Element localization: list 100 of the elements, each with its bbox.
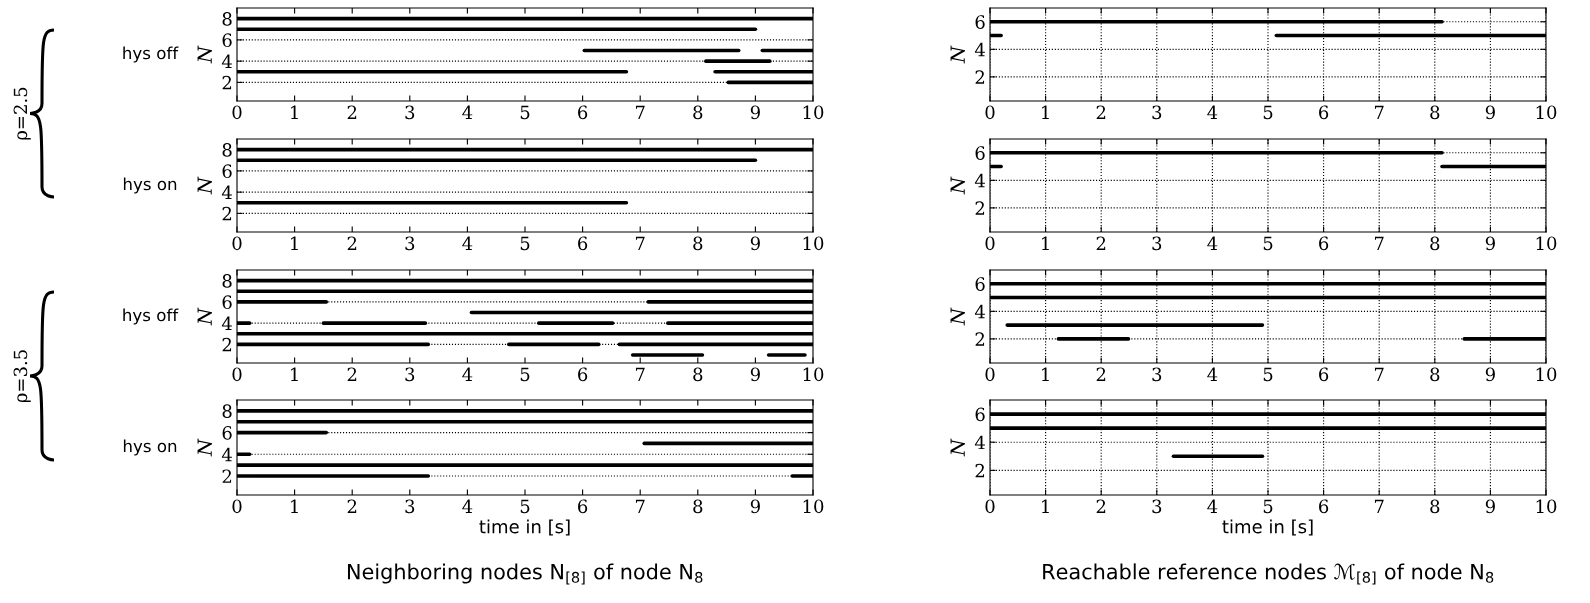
x-tick-label: 2 <box>347 236 357 250</box>
y-axis-title: N <box>197 176 213 195</box>
y-tick-label: 8 <box>222 143 232 157</box>
y-tick-label: 2 <box>222 337 232 352</box>
x-tick-label: 6 <box>578 367 588 382</box>
x-tick-label: 7 <box>1374 105 1384 119</box>
text: Neighboring nodes N$_{[8]}$ of node N$_{8}$ <box>347 563 703 585</box>
y-axis-title: N <box>197 307 213 326</box>
y-axis-title: N <box>197 45 213 64</box>
x-tick-label: 8 <box>1430 499 1440 514</box>
x-tick-label: 3 <box>1152 499 1162 514</box>
y-tick-label: 2 <box>222 75 232 90</box>
x-tick-label: 8 <box>1430 105 1440 120</box>
x-tick-label: 8 <box>693 499 703 514</box>
x-tick-label: 5 <box>1263 499 1273 514</box>
x-tick-label: 8 <box>693 236 703 251</box>
y-tick-label: 2 <box>975 463 985 478</box>
y-tick-label: 6 <box>975 15 985 29</box>
y-axis-title: N <box>950 438 966 457</box>
x-tick-label: 3 <box>1152 367 1162 382</box>
x-tick-label: 6 <box>578 499 588 514</box>
x-tick-label: 9 <box>1485 105 1495 120</box>
y-tick-label: 4 <box>974 42 985 57</box>
x-tick-label: 9 <box>750 367 760 382</box>
y-tick-label: 8 <box>222 12 232 26</box>
x-tick-label: 9 <box>1485 367 1495 382</box>
text: Reachable reference nodes ℳ$_{[8]}$ of node N$_{8}$ <box>1043 563 1494 585</box>
text: ρ=3.5 <box>13 350 31 403</box>
x-tick-label: 4 <box>462 499 473 513</box>
y-tick-label: 6 <box>975 407 985 422</box>
text: ρ=2.5 <box>13 87 31 140</box>
x-tick-label: 7 <box>635 499 645 513</box>
x-tick-label: 4 <box>462 105 473 119</box>
text: hys off <box>123 46 179 63</box>
y-tick-label: 4 <box>221 54 232 68</box>
x-tick-label: 4 <box>462 236 473 250</box>
x-tick-label: 9 <box>1485 236 1495 251</box>
x-tick-label: 2 <box>1096 105 1106 119</box>
x-tick-label: 2 <box>347 105 357 119</box>
x-tick-label: 10 <box>803 367 824 382</box>
x-tick-label: 4 <box>1207 367 1218 381</box>
x-tick-label: 4 <box>1207 499 1218 513</box>
x-tick-label: 0 <box>232 367 242 382</box>
y-axis-title: N <box>197 438 213 457</box>
x-tick-label: 6 <box>1319 236 1329 251</box>
x-tick-label: 4 <box>462 367 473 381</box>
x-tick-label: 5 <box>1263 367 1273 382</box>
x-tick-label: 1 <box>1042 236 1049 250</box>
x-tick-label: 1 <box>291 367 298 381</box>
x-tick-label: 1 <box>291 499 298 513</box>
x-tick-label: 2 <box>1096 499 1106 513</box>
x-tick-label: 1 <box>1042 367 1049 381</box>
x-tick-label: 3 <box>1152 105 1162 120</box>
y-tick-label: 2 <box>975 332 985 346</box>
x-tick-label: 2 <box>347 499 357 513</box>
x-tick-label: 6 <box>1319 367 1329 382</box>
y-tick-label: 4 <box>221 447 232 462</box>
x-tick-label: 7 <box>635 236 645 250</box>
x-tick-label: 9 <box>750 236 760 251</box>
x-tick-label: 1 <box>1042 105 1049 119</box>
x-tick-label: 0 <box>985 367 995 382</box>
y-axis-title: N <box>950 307 966 326</box>
y-tick-label: 4 <box>974 173 985 188</box>
y-tick-label: 2 <box>975 70 985 84</box>
x-tick-label: 10 <box>1536 236 1557 251</box>
text: hys on <box>123 439 177 456</box>
x-tick-label: 2 <box>1096 236 1106 250</box>
x-tick-label: 3 <box>405 236 415 251</box>
x-tick-label: 5 <box>1263 105 1273 120</box>
x-tick-label: 1 <box>291 105 298 119</box>
y-tick-label: 4 <box>974 304 985 319</box>
y-tick-label: 4 <box>221 316 232 330</box>
y-tick-label: 6 <box>975 146 985 160</box>
x-tick-label: 8 <box>693 367 703 382</box>
x-tick-label: 8 <box>1430 236 1440 251</box>
x-tick-label: 4 <box>1207 105 1218 119</box>
x-tick-label: 5 <box>1263 236 1273 251</box>
x-tick-label: 0 <box>985 105 995 120</box>
y-tick-label: 6 <box>222 295 232 309</box>
text: hys on <box>123 177 177 194</box>
x-tick-label: 3 <box>1152 236 1162 251</box>
x-tick-label: 9 <box>750 105 760 120</box>
x-tick-label: 7 <box>1374 236 1384 250</box>
x-tick-label: 2 <box>347 367 357 381</box>
y-tick-label: 6 <box>222 426 232 440</box>
y-tick-label: 4 <box>974 435 985 450</box>
x-tick-label: 8 <box>1430 367 1440 382</box>
x-tick-label: 10 <box>1536 499 1557 514</box>
y-tick-label: 4 <box>221 185 232 199</box>
x-tick-label: 6 <box>1319 105 1329 120</box>
x-tick-label: 0 <box>985 499 995 514</box>
x-tick-label: 7 <box>1374 499 1384 513</box>
x-tick-label: 5 <box>520 105 530 120</box>
text: hys off <box>123 308 179 325</box>
x-tick-label: 0 <box>985 236 995 251</box>
x-tick-label: 1 <box>291 236 298 250</box>
x-tick-label: 0 <box>232 105 242 120</box>
x-tick-label: 10 <box>803 105 824 120</box>
x-axis-title: time in [s] <box>1222 519 1313 536</box>
x-tick-label: 9 <box>1485 499 1495 514</box>
